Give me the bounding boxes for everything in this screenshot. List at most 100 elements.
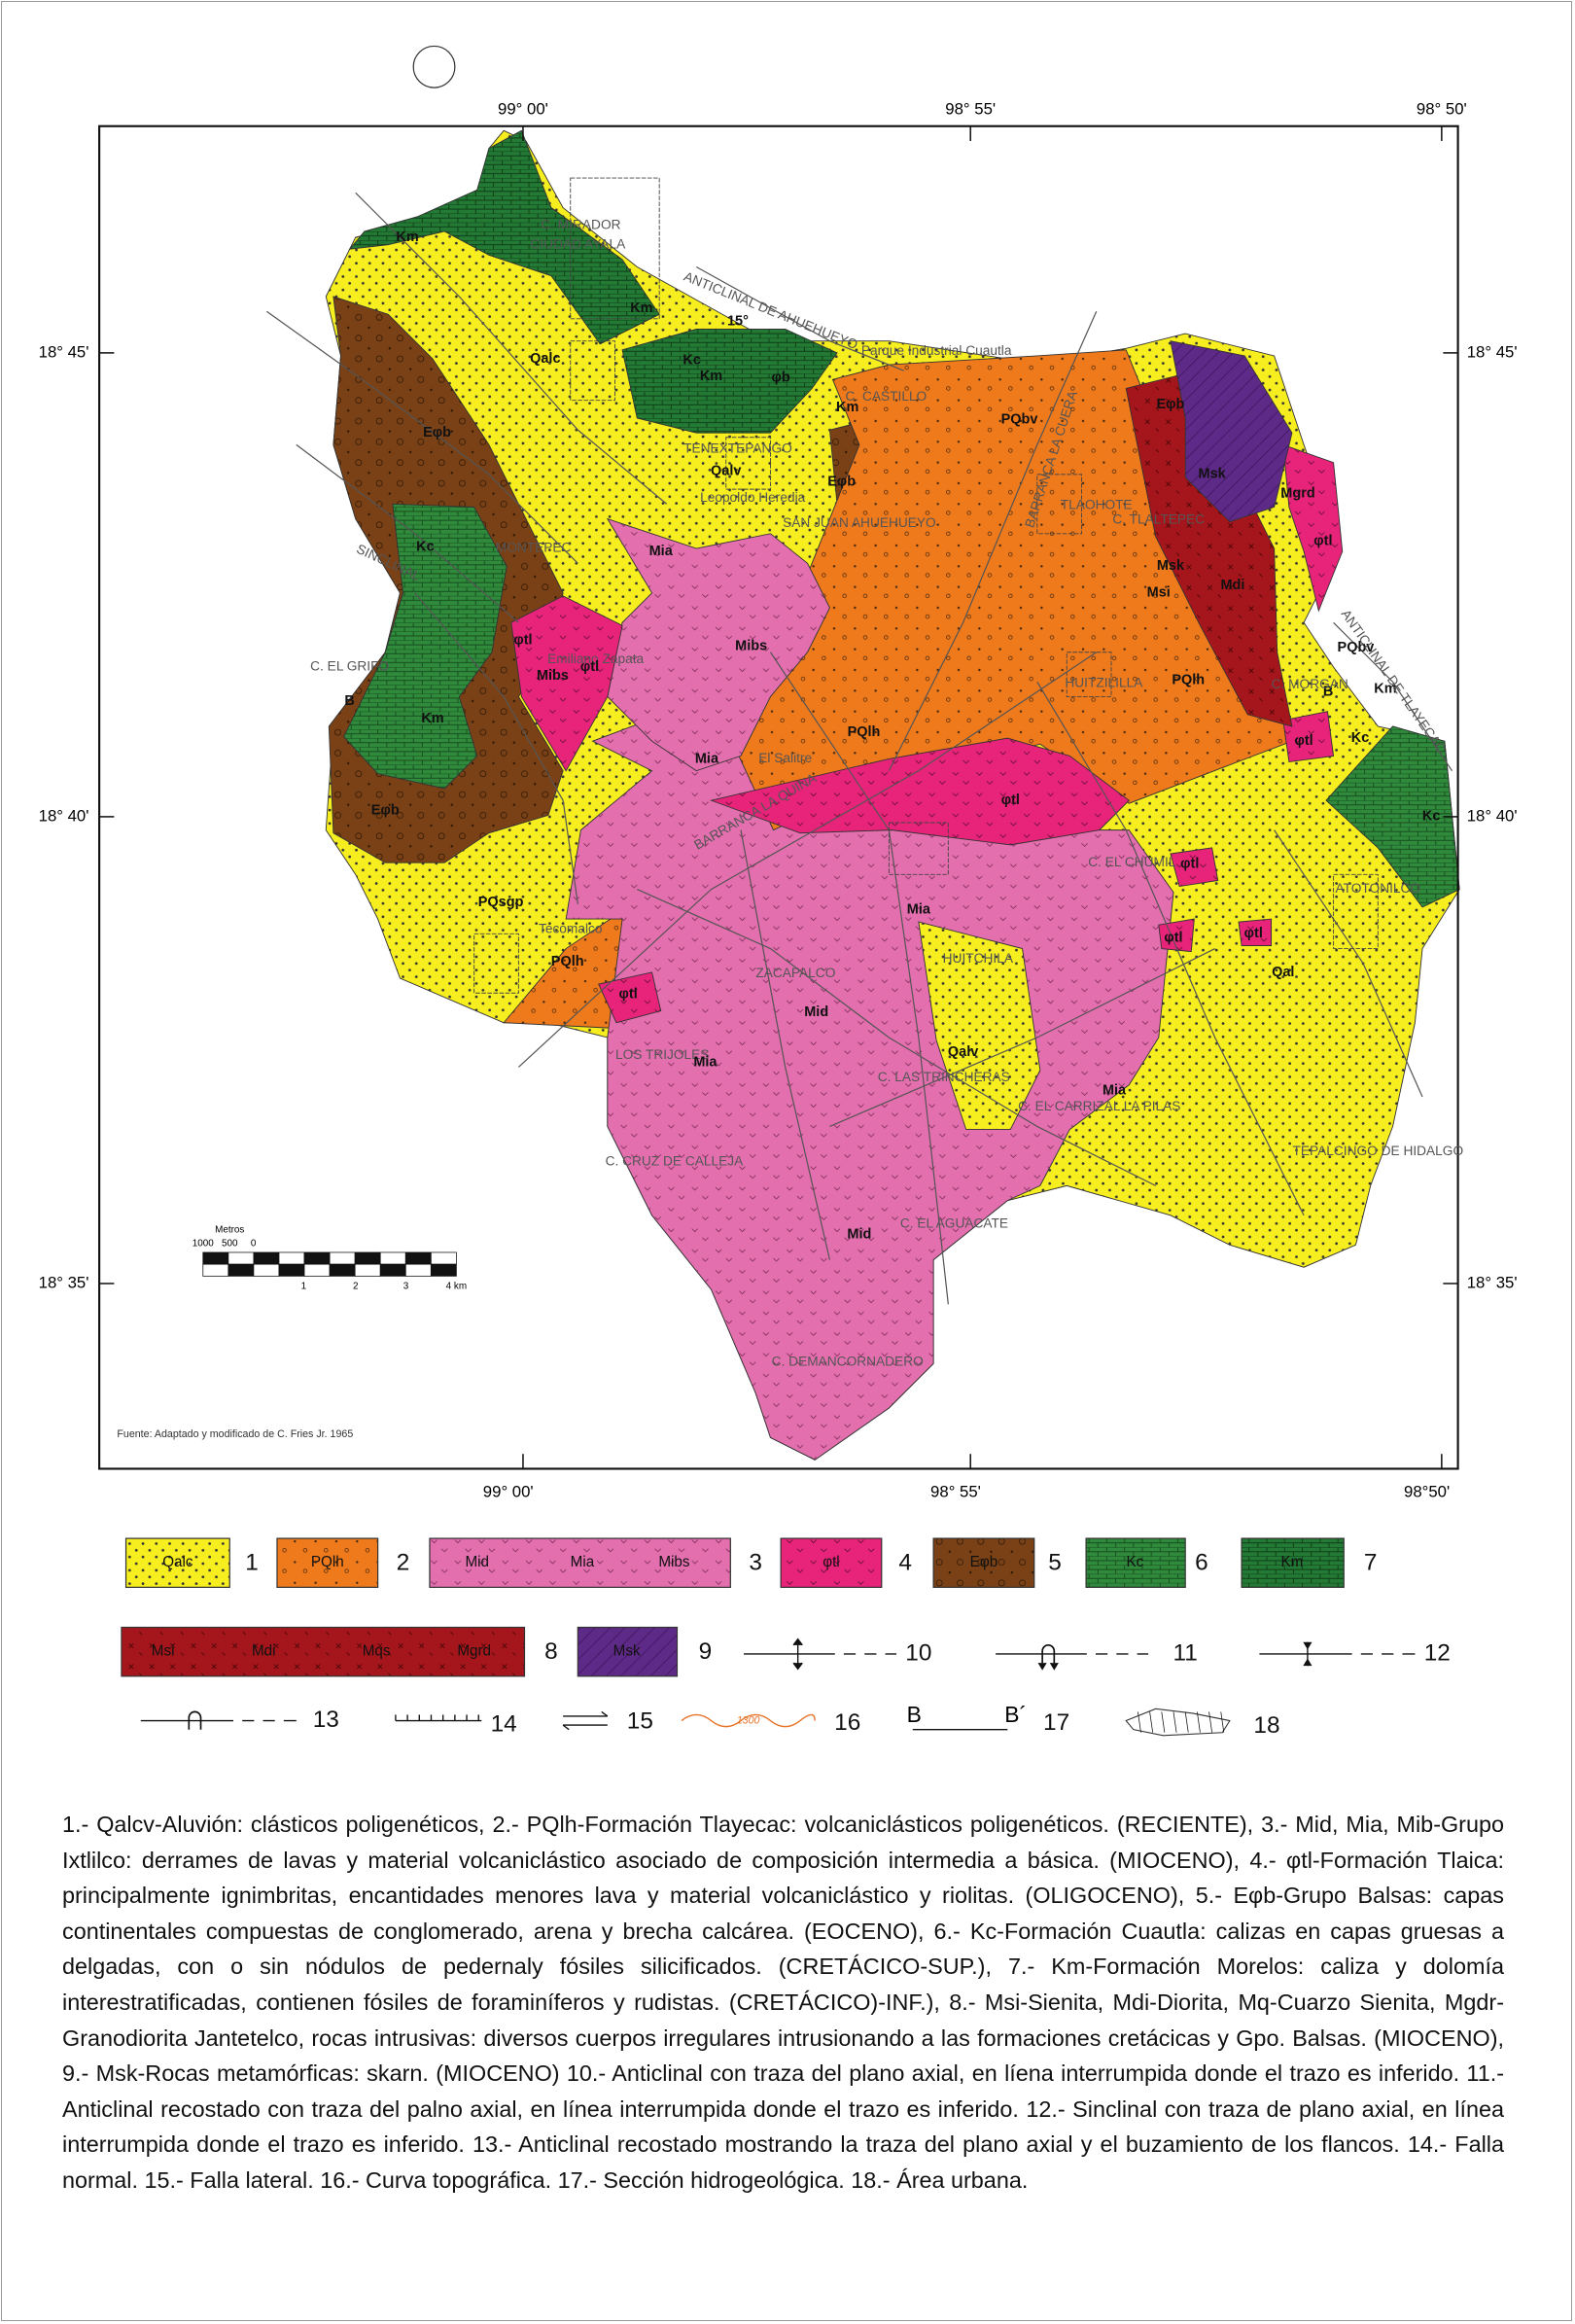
unit-label: Qalv	[948, 1044, 978, 1060]
structure-line	[637, 889, 1156, 1186]
legend-swatch	[577, 1626, 679, 1677]
structure-line	[517, 651, 1098, 1068]
unit-label: Mia	[1102, 1083, 1127, 1099]
unit-otl	[598, 971, 662, 1024]
unit-label: φtl	[1244, 926, 1263, 941]
place-label: C. MORGAN	[1272, 677, 1348, 691]
legend-unit: Mdi	[252, 1643, 276, 1660]
scale-segment	[303, 1251, 331, 1265]
unit-label: φtl	[1180, 857, 1199, 872]
unit-label: B´	[1323, 685, 1338, 700]
legend-symbol	[1125, 1708, 1231, 1737]
unit-label: 15°	[727, 314, 749, 330]
structure-line	[265, 310, 578, 564]
place-label: SAN JUAN AHUEHUEYO	[783, 515, 936, 530]
place-label: C. EL CHUMIL	[1088, 855, 1175, 869]
map-frame	[98, 124, 1459, 1470]
legend-symbol-label: B´	[1004, 1702, 1027, 1727]
unit-label: Mia	[907, 902, 931, 918]
legend-number: 16	[834, 1709, 860, 1736]
legend-number: 2	[397, 1549, 410, 1575]
legend-number: 12	[1424, 1639, 1451, 1666]
legend-swatch	[1085, 1537, 1186, 1588]
scale-segment	[379, 1251, 406, 1265]
legend-number: 15	[627, 1708, 653, 1735]
unit-label: Km	[421, 711, 443, 726]
unit-label: Mia	[693, 1055, 718, 1071]
legend-symbol-label: 1300	[737, 1714, 760, 1726]
coord-label: 18° 45'	[1467, 342, 1518, 361]
legend-symbol	[601, 1710, 609, 1717]
unit-otl	[1282, 711, 1335, 763]
legend-number: 6	[1195, 1549, 1208, 1575]
urban-area	[888, 822, 949, 875]
source-note: Fuente: Adaptado y modificado de C. Frie…	[117, 1428, 353, 1440]
legend-number: 3	[749, 1549, 762, 1575]
unit-label: Eφb	[423, 425, 451, 440]
place-label: C. CRUZ DE CALLEJA	[606, 1154, 744, 1169]
unit-label: Kc	[1422, 809, 1441, 825]
unit-label: φtl	[1295, 733, 1313, 749]
unit-msk	[1170, 340, 1293, 523]
legend-number: 5	[1048, 1549, 1062, 1575]
legend-symbol	[188, 1710, 202, 1730]
structure-line	[355, 192, 668, 505]
scale-segment	[404, 1251, 432, 1265]
legend-swatch	[429, 1537, 731, 1588]
unit-label: Qal	[1272, 965, 1294, 980]
scale-segment	[354, 1263, 381, 1277]
legend-unit: Mia	[571, 1554, 595, 1570]
place-label: Leopoldo Heredia	[700, 490, 806, 505]
unit-otl	[709, 737, 1130, 846]
scale-label: 0	[251, 1238, 257, 1249]
unit-otl	[510, 595, 623, 772]
coord-label: 18° 45'	[39, 342, 89, 361]
urban-area	[1066, 651, 1112, 697]
scale-segment	[253, 1263, 280, 1277]
legend-unit: Kc	[1126, 1554, 1143, 1570]
legend-number: 11	[1173, 1639, 1198, 1666]
coord-label: 98°50'	[1404, 1482, 1450, 1500]
legend-symbol	[1041, 1643, 1056, 1664]
legend-symbol	[1172, 1711, 1177, 1733]
legend-unit: Eφb	[970, 1554, 998, 1570]
unit-km	[621, 329, 838, 434]
legend-unit: Mqs	[363, 1643, 391, 1660]
structure-line	[740, 829, 831, 1260]
legend-number: 9	[699, 1638, 713, 1665]
legend-symbol	[1149, 1711, 1154, 1733]
place-label: TENEXTEPANGO	[683, 441, 792, 456]
unit-label: Km	[630, 300, 652, 316]
urban-area	[725, 437, 771, 490]
unit-label: PQbv	[1001, 411, 1038, 427]
unit-label: Mid	[804, 1004, 828, 1020]
unit-label: φtl	[1164, 931, 1182, 946]
place-label: C. EL AGUACATE	[900, 1216, 1008, 1231]
structure-line	[414, 592, 578, 904]
unit-label: Km	[396, 229, 418, 245]
legend-swatch	[124, 1537, 230, 1588]
scale-segment	[379, 1263, 406, 1277]
legend-swatch	[276, 1537, 379, 1588]
place-label: C. DEMANCORNADERO	[772, 1354, 924, 1368]
legend-description: 1.- Qalcv-Aluvión: clásticos poligenétic…	[62, 1812, 1504, 2193]
legend-number: 17	[1043, 1709, 1069, 1736]
legend-number: 18	[1253, 1712, 1279, 1739]
scale-segment	[354, 1251, 381, 1265]
legend-symbol	[1208, 1711, 1212, 1733]
unit-label: Mibs	[537, 668, 569, 684]
legend-symbol	[1197, 1711, 1201, 1733]
legend-number: 14	[491, 1711, 517, 1738]
unit-label: Mgrd	[1280, 486, 1314, 502]
unit-label: Mia	[695, 751, 719, 766]
legend-symbol	[1138, 1711, 1141, 1733]
place-label: Emiliano Zapata	[547, 651, 644, 666]
scale-label: 500	[222, 1238, 238, 1249]
unit-label: Qalc	[530, 351, 560, 367]
legend-unit: Km	[1281, 1554, 1304, 1570]
place-label: ATOTONILCO	[1336, 881, 1421, 896]
unit-label: PQbv	[1338, 640, 1375, 655]
scale-label: 1000	[192, 1238, 215, 1249]
unit-label: φtl	[1001, 792, 1020, 808]
